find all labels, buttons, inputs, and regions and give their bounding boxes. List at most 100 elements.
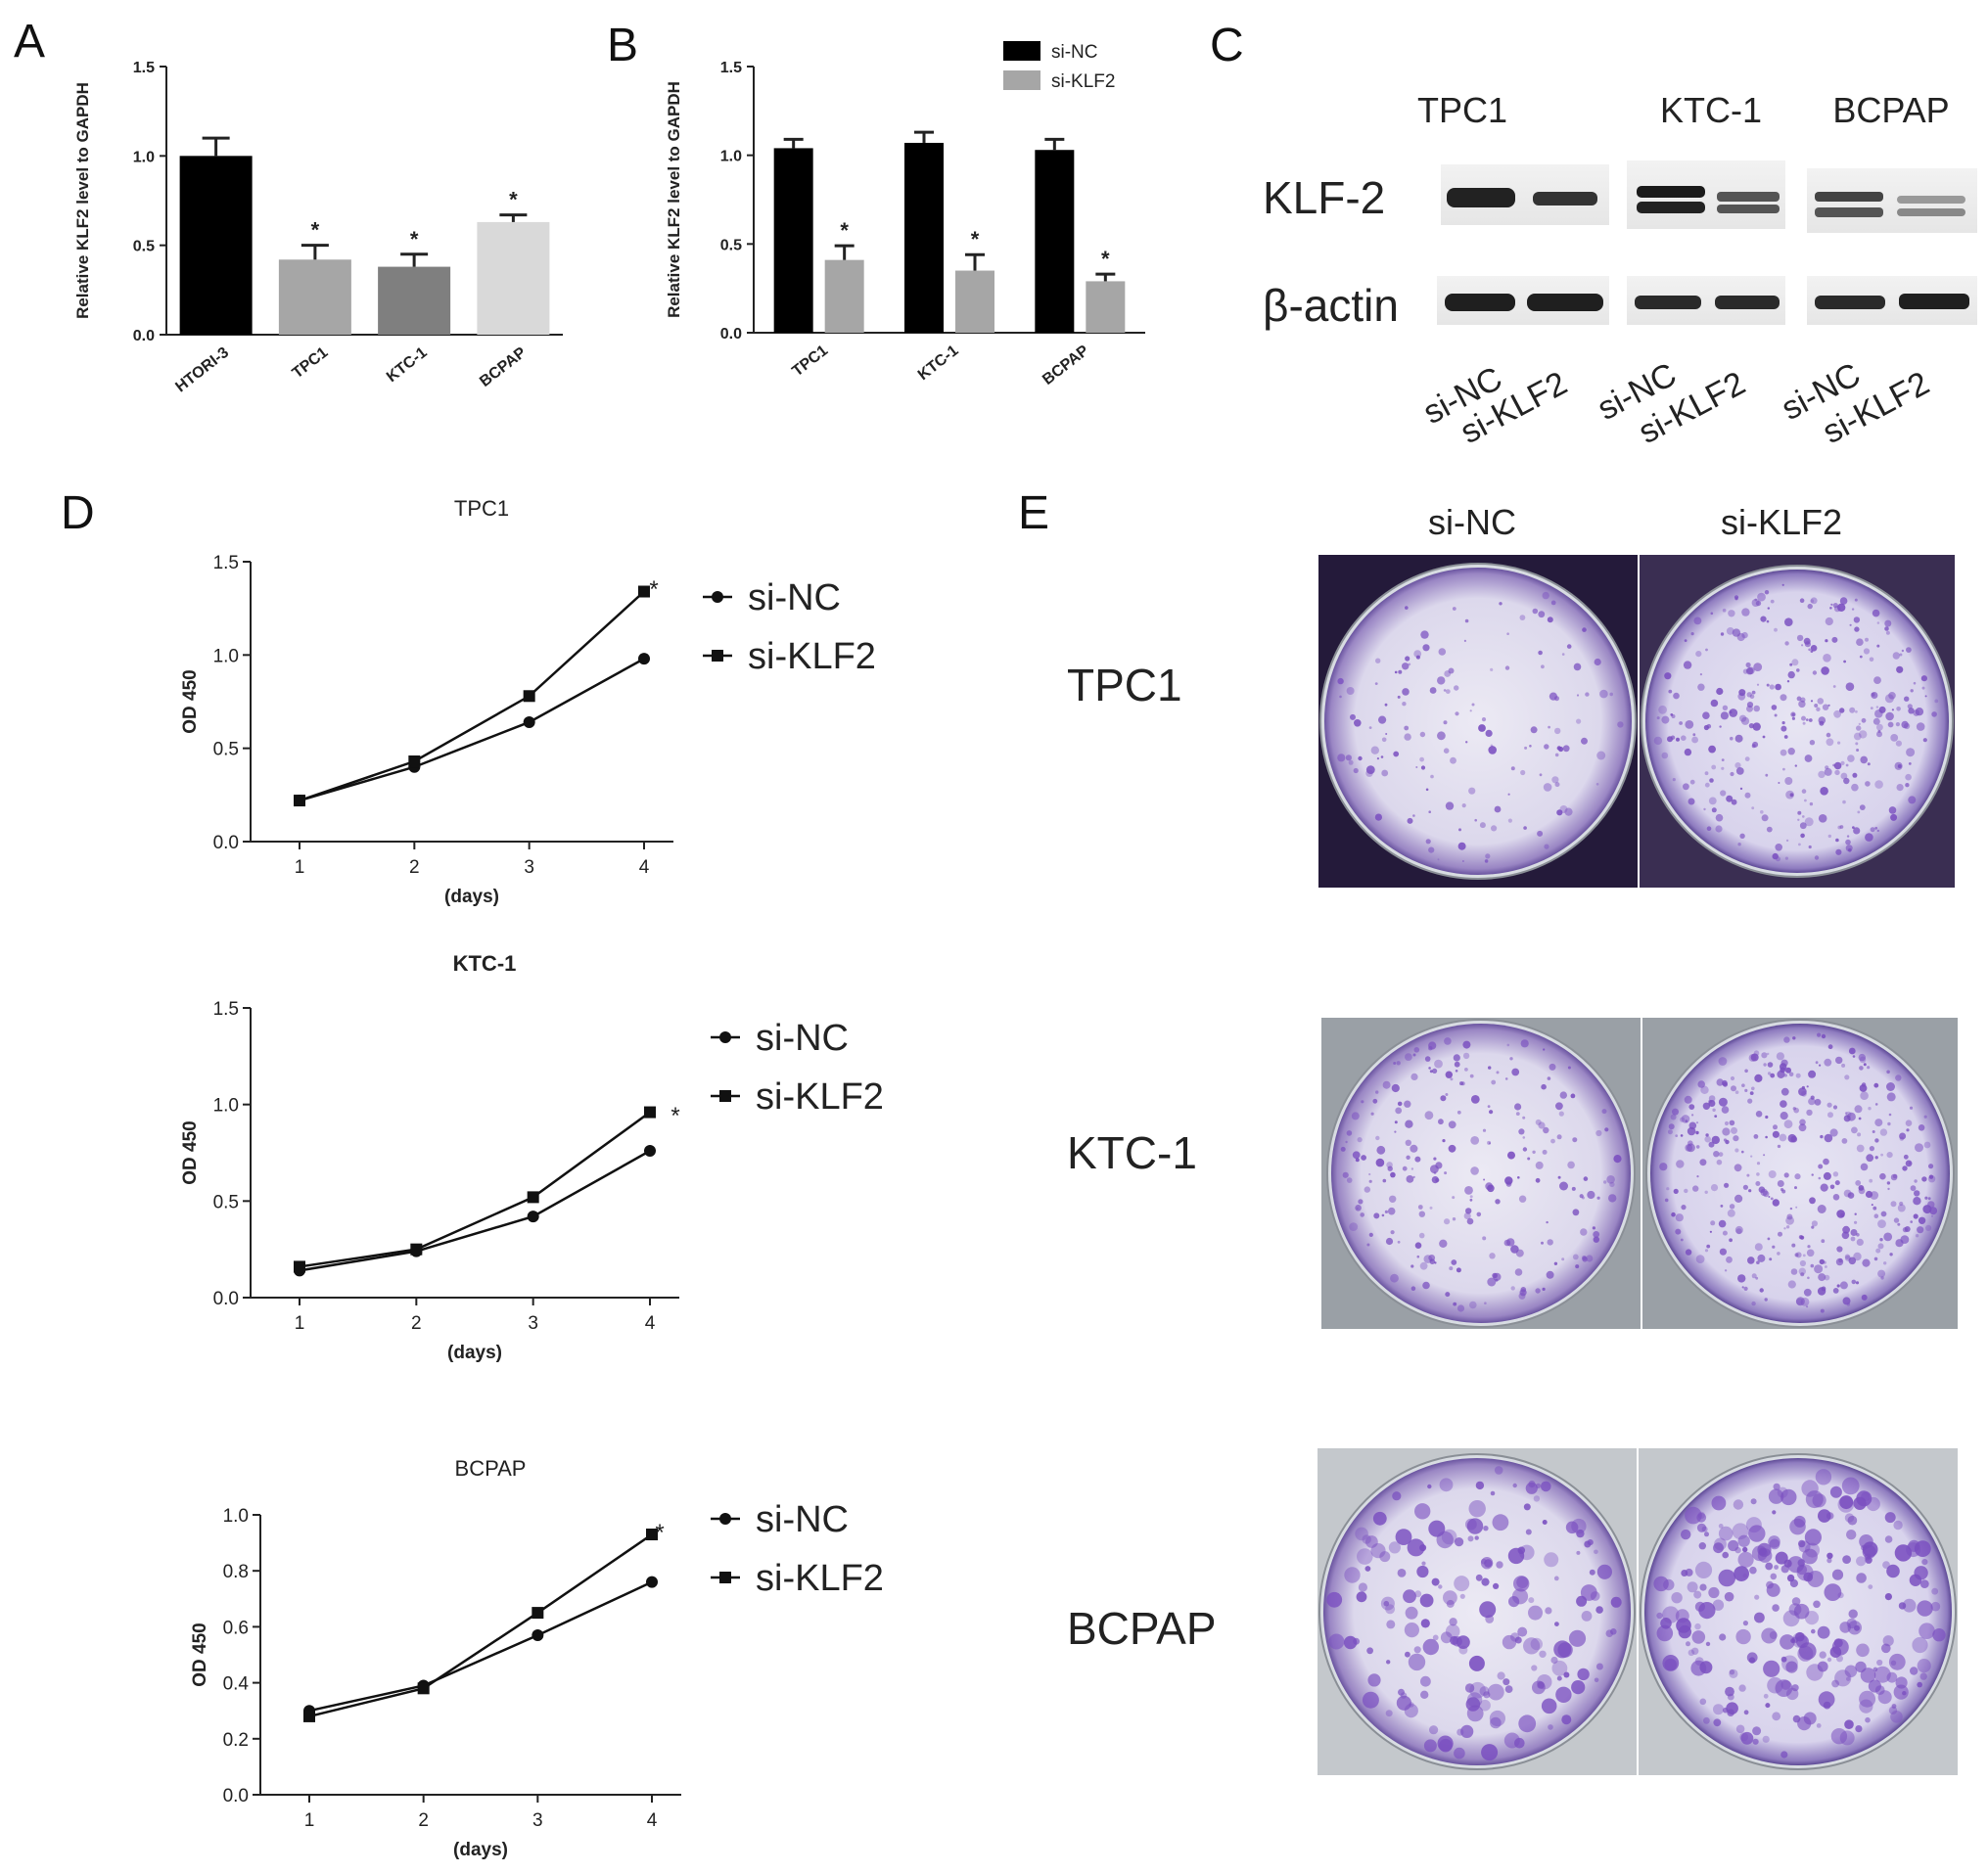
colony <box>1543 1048 1546 1051</box>
colony <box>1836 1284 1840 1288</box>
colony <box>1559 1181 1568 1191</box>
significance-star: * <box>509 188 518 212</box>
colony <box>1360 1212 1364 1217</box>
blot-strip-klf2-bcpap <box>1807 168 1977 233</box>
colony <box>1368 1172 1371 1176</box>
colony <box>1760 616 1767 622</box>
colony <box>1749 694 1755 699</box>
colony <box>1351 1112 1360 1120</box>
colony <box>1416 1255 1420 1258</box>
colony <box>1806 1249 1815 1257</box>
colony <box>1388 1541 1401 1554</box>
colony <box>1838 1257 1843 1263</box>
colony <box>1488 1142 1491 1145</box>
colony <box>1523 826 1527 830</box>
colony <box>1895 722 1900 727</box>
colony <box>1679 721 1683 725</box>
panel-letter-d: D <box>61 487 95 539</box>
colony <box>1914 1190 1920 1197</box>
colony <box>1440 1095 1447 1102</box>
colony <box>1557 1175 1561 1179</box>
colony <box>1786 680 1790 683</box>
colony <box>1719 725 1722 728</box>
colony <box>1876 731 1882 738</box>
colony <box>1859 804 1866 810</box>
colony <box>1814 1098 1822 1106</box>
colony <box>1839 1495 1854 1510</box>
colony <box>1468 787 1476 795</box>
colony <box>1831 1679 1839 1688</box>
colony <box>1767 1062 1774 1068</box>
colony <box>1928 1164 1934 1169</box>
colony <box>1376 1145 1386 1155</box>
colony <box>1418 1232 1425 1239</box>
colony <box>1687 1581 1698 1593</box>
colony <box>1880 1276 1884 1280</box>
colony <box>1751 1086 1755 1091</box>
colony <box>1921 686 1925 690</box>
colony <box>1358 1582 1367 1592</box>
colony <box>1746 705 1753 712</box>
colony <box>1490 1716 1502 1729</box>
y-axis-label: OD 450 <box>190 1623 210 1686</box>
colony <box>1444 1218 1451 1225</box>
colony <box>1831 1569 1844 1580</box>
x-tick-label: KTC-1 <box>384 344 431 386</box>
colony <box>1699 673 1702 676</box>
colony <box>1372 1098 1378 1104</box>
colony <box>1789 663 1793 666</box>
colony <box>1549 692 1557 701</box>
colony <box>1535 1288 1541 1294</box>
colony <box>1726 1256 1733 1263</box>
colony <box>1795 1206 1798 1209</box>
colony <box>1567 1161 1575 1169</box>
colony <box>1734 762 1741 769</box>
colony <box>1791 716 1795 720</box>
colony <box>1445 1093 1449 1096</box>
colony <box>1872 717 1880 725</box>
colony <box>1520 1039 1529 1048</box>
colony <box>1693 617 1702 625</box>
colony <box>1802 1548 1818 1565</box>
colony <box>1861 1294 1868 1301</box>
colony <box>1350 713 1356 720</box>
colony <box>1755 1111 1763 1118</box>
significance-star: * <box>311 218 320 243</box>
colony <box>1365 769 1373 777</box>
point-square <box>410 1243 423 1256</box>
colony <box>1571 1680 1586 1695</box>
colony <box>1421 1561 1426 1566</box>
colony <box>1810 700 1814 703</box>
colony <box>1699 1583 1707 1591</box>
colony <box>1608 1194 1617 1203</box>
colony <box>1518 1128 1525 1135</box>
colony <box>1800 833 1805 839</box>
colony <box>1890 1201 1897 1208</box>
colony <box>1405 1139 1412 1147</box>
colony <box>1484 859 1489 863</box>
colony <box>1799 822 1807 830</box>
colony <box>1888 1113 1892 1117</box>
colony <box>1886 1564 1900 1578</box>
colony <box>1522 1136 1526 1139</box>
colony <box>1748 1525 1766 1542</box>
colony <box>1924 1196 1928 1200</box>
colony <box>1502 1634 1517 1650</box>
colony <box>1731 1085 1736 1092</box>
colony <box>1729 1238 1733 1243</box>
y-tick-label: 0.0 <box>213 1289 239 1309</box>
colony <box>1741 631 1748 639</box>
colony <box>1734 1090 1739 1094</box>
colony <box>1873 1082 1879 1088</box>
colony <box>1485 853 1491 859</box>
colony <box>1337 677 1344 685</box>
colony <box>1406 1175 1414 1183</box>
colony <box>1376 757 1379 760</box>
colony <box>1510 1632 1520 1642</box>
colony <box>1491 1079 1497 1085</box>
colony <box>1510 1286 1515 1291</box>
colony <box>1507 818 1512 823</box>
colony <box>1541 1698 1557 1714</box>
colony <box>1414 1242 1422 1249</box>
colony <box>1890 1711 1903 1723</box>
